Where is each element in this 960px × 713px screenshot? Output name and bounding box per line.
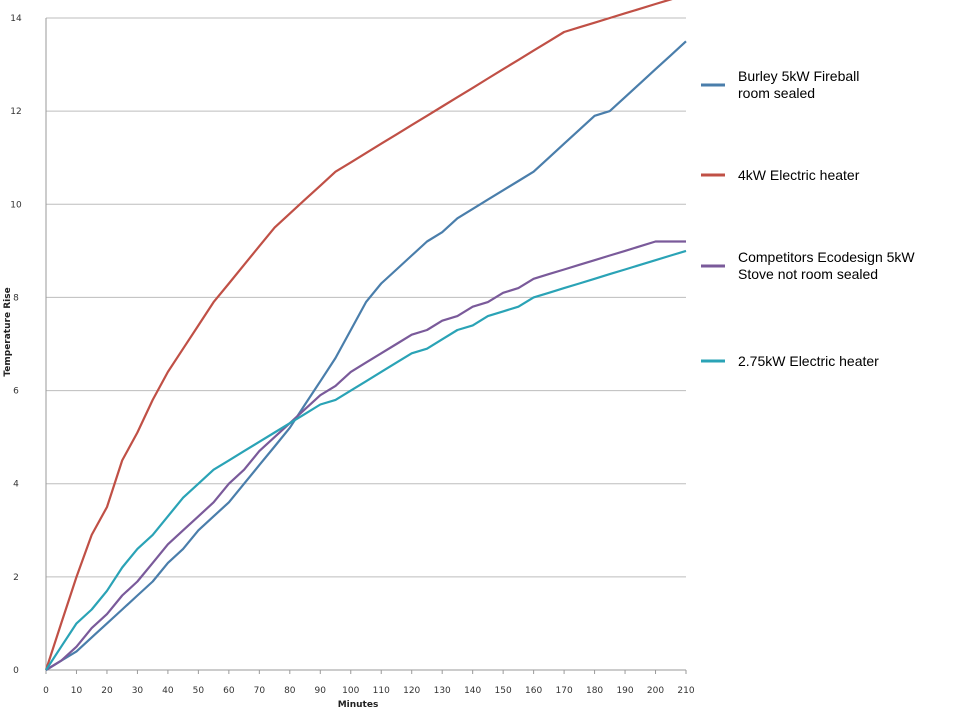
y-tick-label: 6: [13, 387, 19, 397]
x-tick-label: 10: [71, 686, 83, 696]
x-tick-label: 160: [525, 686, 542, 696]
y-tick-label: 10: [10, 200, 22, 210]
x-tick-label: 150: [495, 686, 512, 696]
x-tick-label: 170: [556, 686, 573, 696]
y-tick-label: 12: [10, 107, 21, 117]
x-tick-label: 120: [403, 686, 420, 696]
x-tick-label: 70: [254, 686, 266, 696]
x-tick-label: 110: [373, 686, 390, 696]
x-tick-label: 0: [43, 686, 49, 696]
axes: [45, 18, 687, 674]
grid-lines: [46, 17, 686, 578]
series-line-2: [44, 0, 673, 671]
x-tick-label: 190: [616, 686, 633, 696]
legend-item-2: 4kW Electric heater: [701, 167, 860, 183]
series-line-4: [45, 249, 687, 671]
x-tick-label: 80: [284, 686, 296, 696]
x-tick-label: 100: [342, 686, 359, 696]
y-tick-labels: 0 2 4 6 8 10 12 14: [10, 14, 22, 676]
x-tick-label: 20: [101, 686, 113, 696]
series-line-3: [45, 240, 686, 671]
x-tick-labels: 0 10 20 30 40 50 60 70 80 90 100 110 120 130 140 150 160…: [43, 686, 695, 696]
legend-item-4: 2.75kW Electric heater: [701, 353, 879, 369]
x-tick-label: 40: [162, 686, 174, 696]
x-tick-label: 210: [677, 686, 694, 696]
x-tick-label: 60: [223, 686, 235, 696]
legend-label-line1: Competitors Ecodesign 5kW: [738, 249, 915, 265]
x-tick-label: 90: [315, 686, 327, 696]
y-tick-label: 4: [13, 480, 19, 490]
legend-label: 4kW Electric heater: [738, 167, 860, 183]
y-tick-label: 14: [10, 14, 22, 24]
legend-label: 2.75kW Electric heater: [738, 353, 879, 369]
legend-label-line2: room sealed: [738, 85, 815, 101]
y-tick-label: 8: [13, 293, 19, 303]
legend-label-line2: Stove not room sealed: [738, 266, 878, 282]
x-tick-label: 200: [647, 686, 664, 696]
series-line-1: [45, 40, 687, 671]
y-tick-label: 0: [13, 666, 19, 676]
x-tick-label: 140: [464, 686, 481, 696]
legend-label-line1: Burley 5kW Fireball: [738, 68, 859, 84]
x-axis-title: Minutes: [338, 700, 379, 710]
x-tick-label: 130: [434, 686, 451, 696]
x-tick-label: 180: [586, 686, 603, 696]
y-tick-label: 2: [13, 573, 19, 583]
series-lines: [44, 0, 687, 671]
y-axis-title: Temperature Rise: [3, 287, 13, 376]
x-tick-label: 50: [193, 686, 205, 696]
x-tick-label: 30: [132, 686, 144, 696]
